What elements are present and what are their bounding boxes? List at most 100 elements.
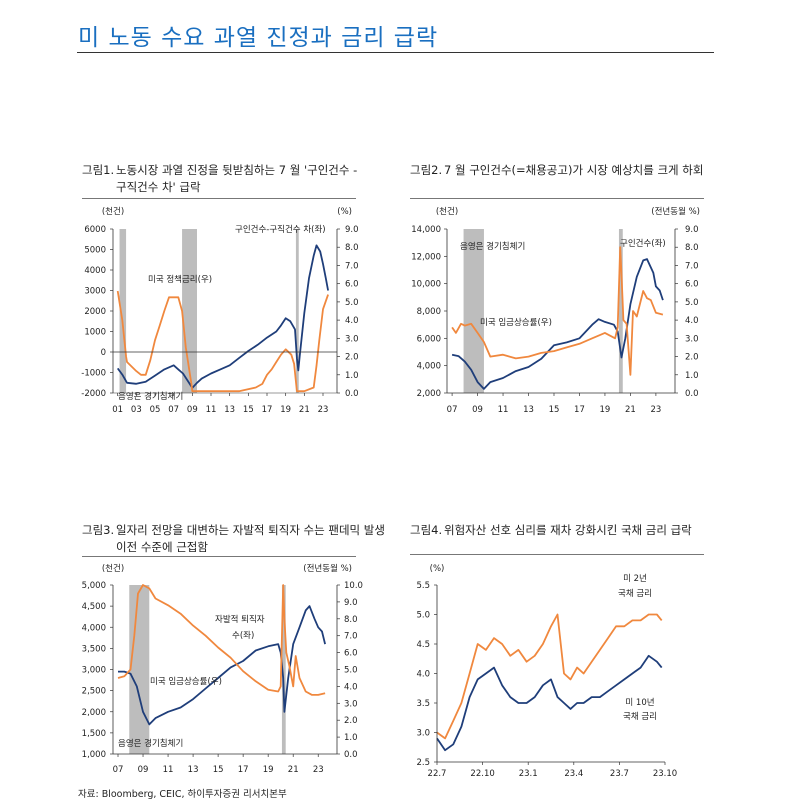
x-tick-label: 17 xyxy=(238,765,249,775)
x-tick-label: 09 xyxy=(138,765,149,775)
x-tick-label: 05 xyxy=(150,405,161,415)
x-tick-label: 11 xyxy=(163,765,174,775)
left-tick-label: 4000 xyxy=(84,266,106,276)
x-tick-label: 22.7 xyxy=(428,769,447,779)
panel-2-title: 그림2. 7 월 구인건수(=채용공고)가 시장 예상치를 크게 하회 xyxy=(410,162,703,179)
recession-band-3 xyxy=(295,229,299,393)
x-tick-label: 22.10 xyxy=(470,769,494,779)
recession-band-2 xyxy=(618,229,623,393)
x-tick-label: 13 xyxy=(523,405,534,415)
x-tick-label: 01 xyxy=(112,405,123,415)
x-tick-label: 23.7 xyxy=(610,769,629,779)
right-tick-label: 2.0 xyxy=(344,716,358,726)
right-tick-label: 6.0 xyxy=(685,280,699,290)
left-axis-unit: (%) xyxy=(430,564,445,574)
right-tick-label: 7.0 xyxy=(344,632,358,642)
left-tick-label: 4.0 xyxy=(416,670,430,680)
series-line-2 xyxy=(436,654,663,752)
x-tick-label: 15 xyxy=(213,765,224,775)
series-line-1 xyxy=(451,258,664,390)
x-tick-label: 15 xyxy=(243,405,254,415)
source-note: 자료: Bloomberg, CEIC, 하이투자증권 리서치본부 xyxy=(78,789,287,800)
left-tick-label: 6000 xyxy=(84,225,106,235)
left-tick-label: 4,000 xyxy=(82,623,106,633)
left-tick-label: 2,000 xyxy=(417,389,441,399)
x-tick-label: 21 xyxy=(625,405,636,415)
x-tick-label: 23 xyxy=(650,405,661,415)
series-label: 구인건수-구직건수 차(좌) xyxy=(235,224,326,235)
x-tick-label: 09 xyxy=(472,405,483,415)
right-tick-label: 8.0 xyxy=(685,243,699,253)
series-label: 자발적 퇴직자 xyxy=(215,614,265,625)
panel-1-title-line1: 노동시장 과열 진정을 뒷받침하는 7 월 '구인건수 - xyxy=(116,163,358,177)
left-tick-label: 10,000 xyxy=(411,280,441,290)
left-tick-label: -1000 xyxy=(81,369,106,379)
page-title: 미 노동 수요 과열 진정과 금리 급락 xyxy=(78,25,439,51)
right-tick-label: 1.0 xyxy=(344,733,358,743)
left-axis-unit: (천건) xyxy=(102,563,124,574)
right-tick-label: 2.0 xyxy=(685,353,699,363)
recession-label: 음영은 경기침체기 xyxy=(460,241,525,252)
series-line-1 xyxy=(118,605,326,726)
recession-band-1 xyxy=(119,229,127,393)
chart-2-recession-shading xyxy=(463,229,623,393)
left-tick-label: 3000 xyxy=(84,287,106,297)
series-label: 미 2년 xyxy=(623,573,647,584)
right-tick-label: 3.0 xyxy=(344,699,358,709)
series-line-1 xyxy=(116,244,329,389)
x-tick-label: 11 xyxy=(206,405,217,415)
series-label: 미 10년 xyxy=(625,697,654,708)
left-tick-label: 2.5 xyxy=(416,758,430,768)
panel-3-label: 그림3. xyxy=(82,523,115,537)
series-label: 수(좌) xyxy=(232,631,254,641)
panel-1-rule xyxy=(82,198,356,199)
panel-2-rule xyxy=(410,198,704,199)
right-axis-unit: (전년동월 %) xyxy=(651,206,700,217)
x-tick-label: 09 xyxy=(187,405,198,415)
left-tick-label: 2,000 xyxy=(82,708,106,718)
title-divider xyxy=(77,52,714,53)
series-label: 구인건수(좌) xyxy=(620,238,666,249)
right-tick-label: 1.0 xyxy=(345,371,359,381)
series-line-2 xyxy=(451,246,664,376)
series-line-1 xyxy=(436,613,663,740)
right-tick-label: 4.0 xyxy=(344,682,358,692)
panel-1-label: 그림1. xyxy=(82,163,115,177)
x-tick-label: 23 xyxy=(313,765,324,775)
left-tick-label: 5000 xyxy=(84,246,106,256)
panel-4-label: 그림4. xyxy=(410,523,443,537)
right-tick-label: 5.0 xyxy=(344,666,358,676)
right-tick-label: 0.0 xyxy=(345,389,359,399)
left-tick-label: 4,000 xyxy=(417,362,441,372)
right-tick-label: 5.0 xyxy=(685,298,699,308)
right-tick-label: 1.0 xyxy=(685,371,699,381)
left-tick-label: 5,000 xyxy=(82,581,106,591)
right-tick-label: 6.0 xyxy=(344,649,358,659)
x-tick-label: 03 xyxy=(131,405,142,415)
panel-4-rule xyxy=(410,554,704,555)
x-tick-label: 13 xyxy=(188,765,199,775)
x-tick-label: 17 xyxy=(262,405,273,415)
left-tick-label: 14,000 xyxy=(411,225,441,235)
right-tick-label: 0.0 xyxy=(685,389,699,399)
x-tick-label: 23.10 xyxy=(653,769,677,779)
right-tick-label: 3.0 xyxy=(685,334,699,344)
right-tick-label: 4.0 xyxy=(345,316,359,326)
right-tick-label: 4.0 xyxy=(685,316,699,326)
left-tick-label: 12,000 xyxy=(411,252,441,262)
x-tick-label: 23.1 xyxy=(519,769,538,779)
x-tick-label: 23.4 xyxy=(564,769,583,779)
right-tick-label: 0.0 xyxy=(344,750,358,760)
x-tick-label: 19 xyxy=(263,765,274,775)
series-label: 국채 금리 xyxy=(623,711,657,722)
x-tick-label: 07 xyxy=(113,765,124,775)
x-tick-label: 23 xyxy=(318,405,329,415)
x-tick-label: 19 xyxy=(600,405,611,415)
recession-label: 음영은 경기침체기 xyxy=(118,738,183,749)
recession-band-2 xyxy=(281,585,286,754)
panel-4-title: 그림4. 위험자산 선호 심리를 재차 강화시킨 국채 금리 급락 xyxy=(410,522,692,539)
left-tick-label: 3,000 xyxy=(82,666,106,676)
